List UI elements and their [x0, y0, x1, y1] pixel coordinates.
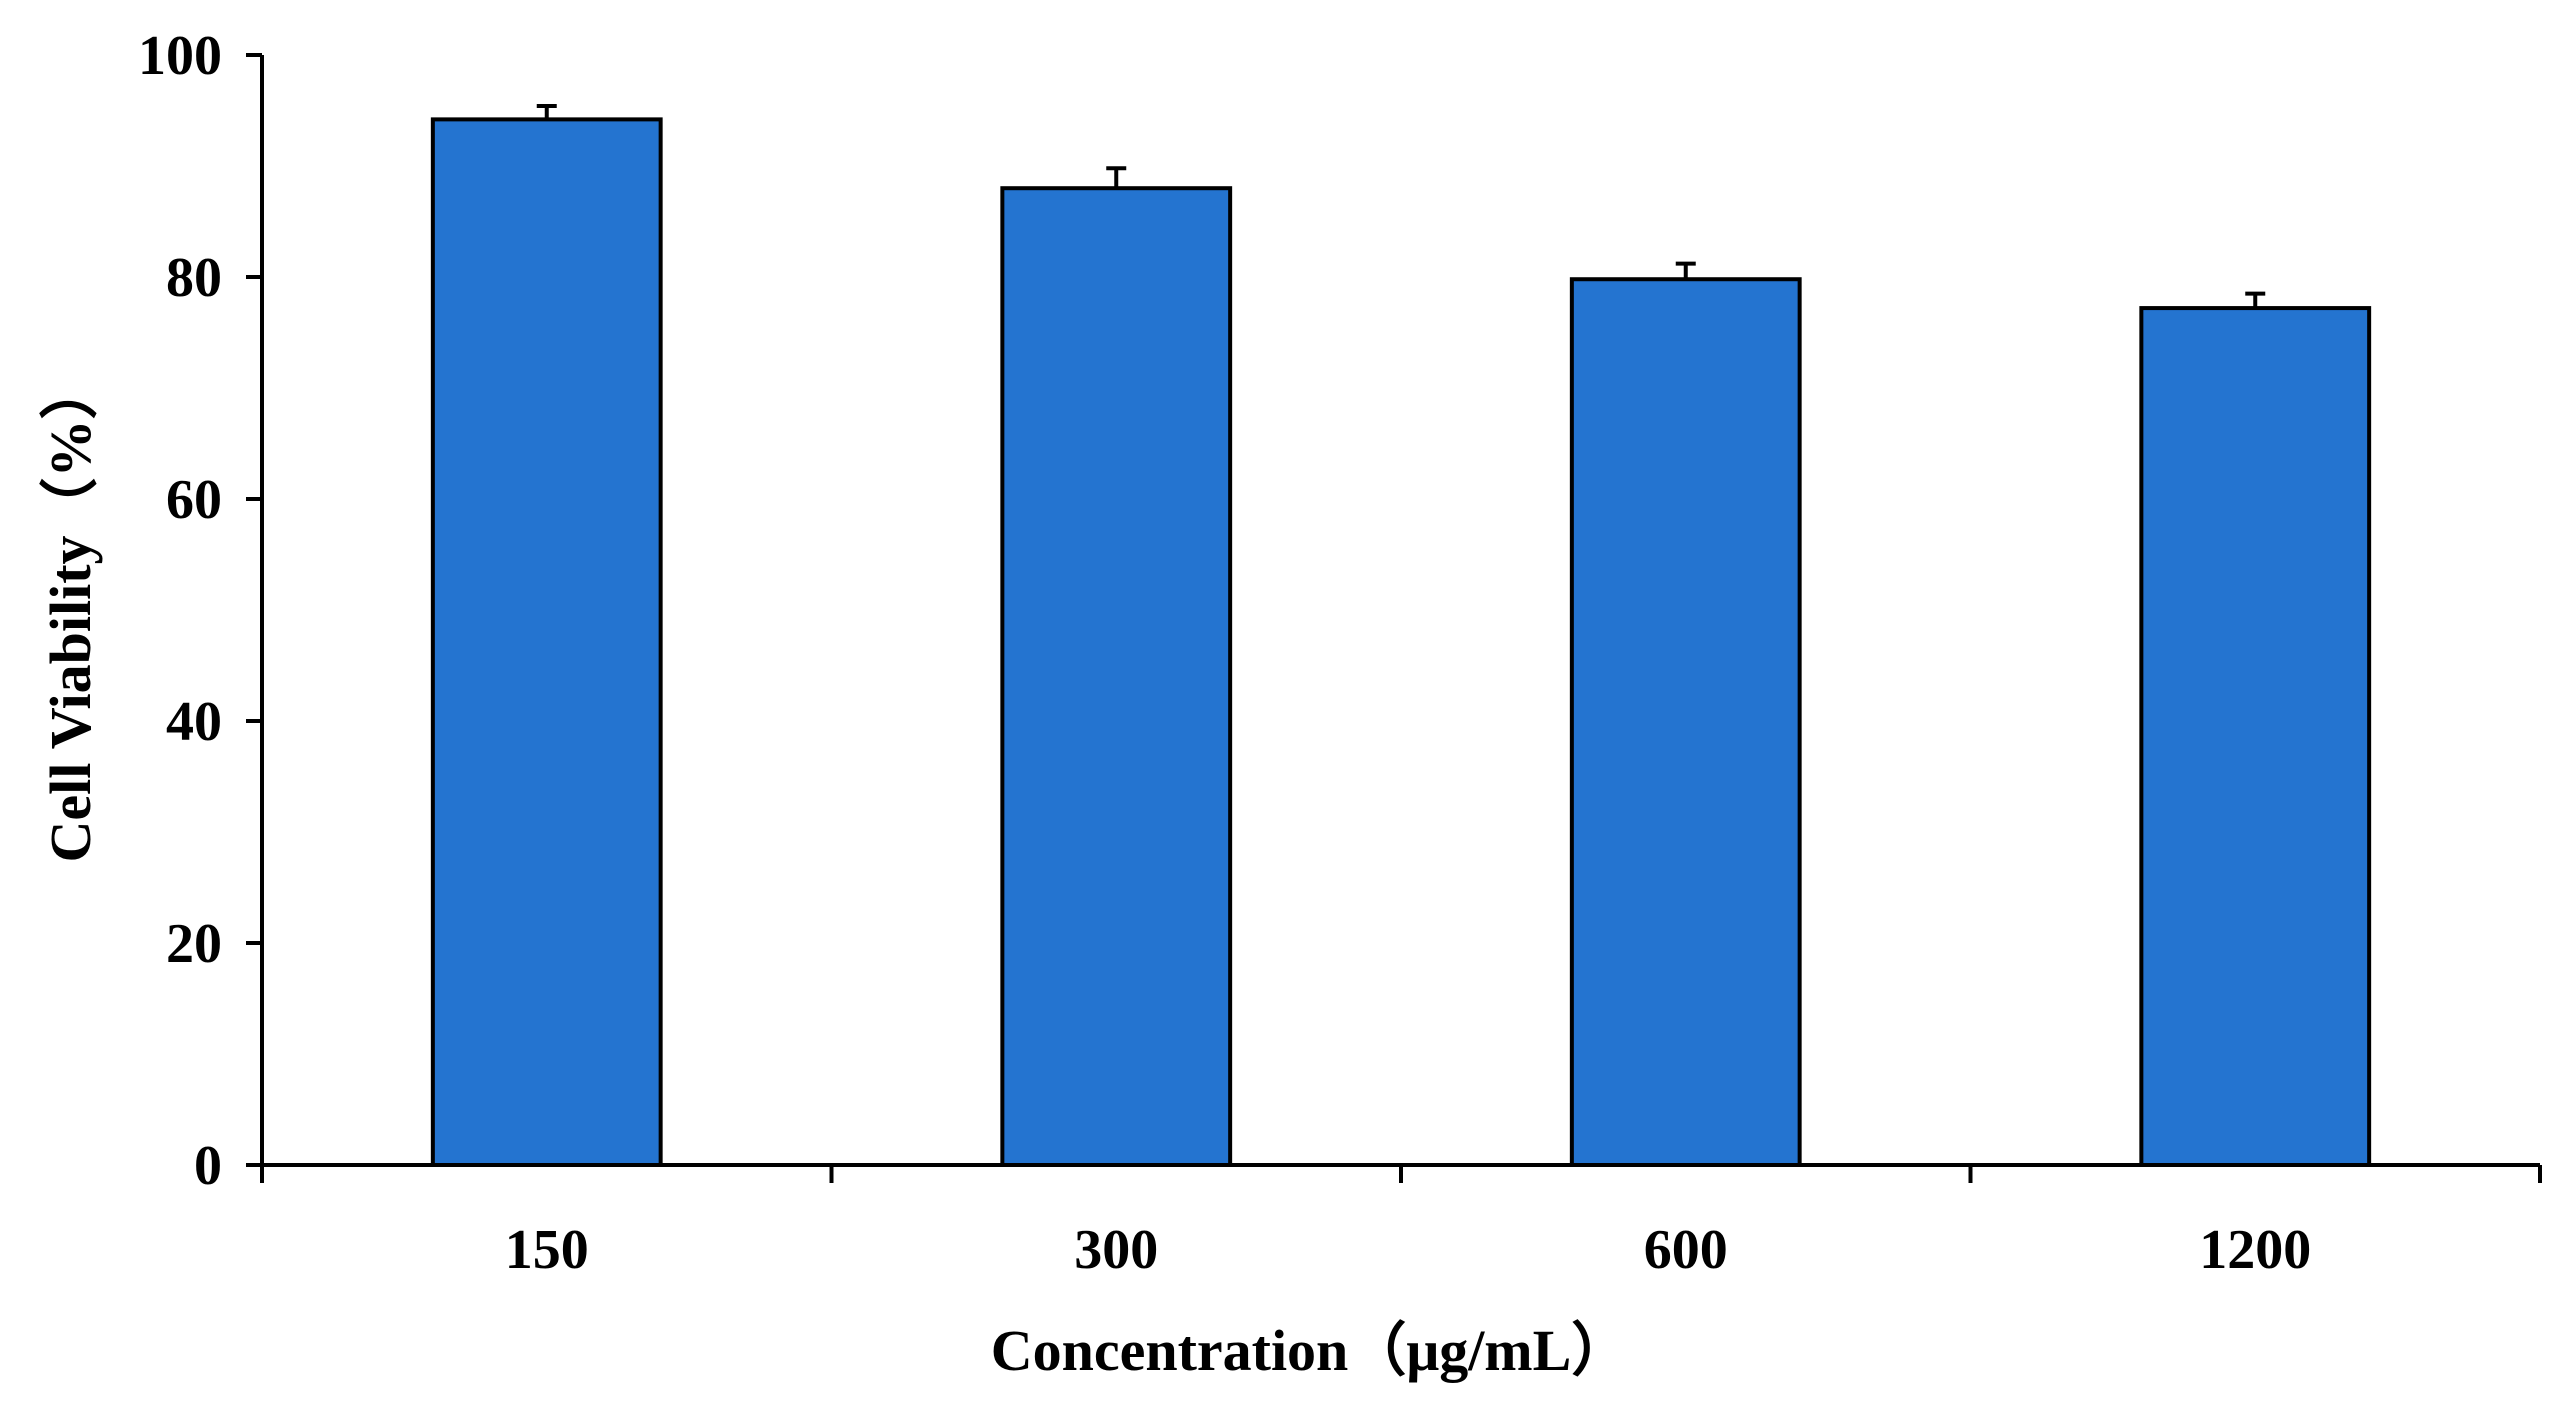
y-tick-label: 20 [166, 913, 222, 975]
x-tick-label: 1200 [2199, 1219, 2311, 1281]
bars-layer [430, 117, 2372, 1168]
error-bars-layer [536, 104, 2266, 309]
y-tick-label: 0 [194, 1135, 222, 1197]
bar-600 [1569, 277, 1802, 1168]
x-tick-label: 150 [505, 1219, 589, 1281]
bar-150 [430, 117, 663, 1167]
y-tick-label: 60 [166, 469, 222, 531]
y-tick-label: 100 [138, 25, 222, 87]
x-tick-label: 300 [1074, 1219, 1158, 1281]
x-tick-label: 600 [1644, 1219, 1728, 1281]
x-axis-title: Concentration（μg/mL） [991, 1318, 1630, 1383]
y-tick-label: 80 [166, 247, 222, 309]
y-axis-title: Cell Viability（%） [38, 361, 103, 862]
bar-1200 [2139, 306, 2372, 1167]
bar-300 [1000, 186, 1233, 1167]
x-ticks-layer: 150 300 600 1200 [260, 1165, 2542, 1281]
y-tick-label: 40 [166, 691, 222, 753]
y-ticks-layer: 0 20 40 60 80 100 [138, 25, 262, 1197]
